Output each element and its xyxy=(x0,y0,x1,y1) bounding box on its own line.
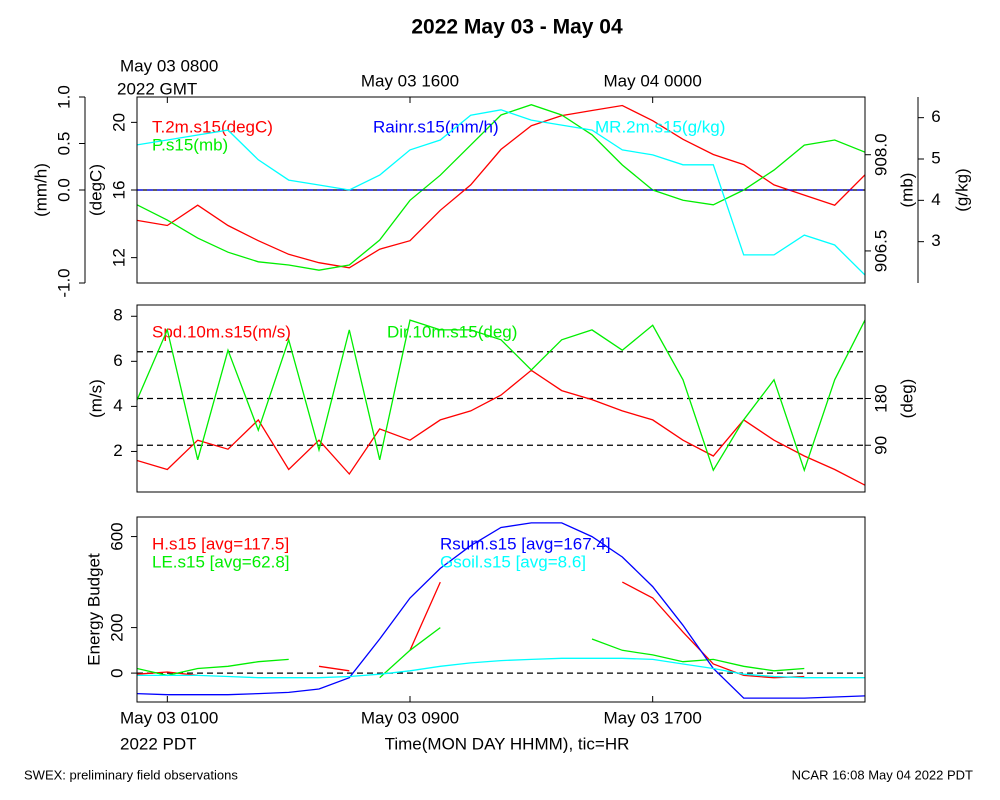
y-tick-label: 20 xyxy=(109,113,128,132)
y-tick-label: 90 xyxy=(871,436,890,455)
y-tick-label: -1.0 xyxy=(54,268,73,297)
y-tick-label: 600 xyxy=(107,522,126,550)
data-line xyxy=(137,522,865,699)
y-tick-label: 4 xyxy=(931,190,940,209)
data-line xyxy=(137,109,865,276)
y-tick-label: 8 xyxy=(113,306,122,325)
y-tick-label: 4 xyxy=(113,396,122,415)
y-tick-label: 16 xyxy=(109,181,128,200)
legend-entry: Dir.10m.s15(deg) xyxy=(387,322,517,341)
legend-entry: MR.2m.s15(g/kg) xyxy=(595,117,725,136)
y-tick-label: 908.0 xyxy=(871,133,890,176)
data-line xyxy=(137,369,865,486)
y-tick-label: 0.5 xyxy=(54,132,73,156)
x-tick-label: May 03 0900 xyxy=(361,708,459,727)
x-tick-label: May 03 1700 xyxy=(604,708,702,727)
y-tick-label: 180 xyxy=(871,384,890,412)
data-line xyxy=(137,581,805,679)
y-axis-title: (m/s) xyxy=(86,379,105,418)
footer-right: NCAR 16:08 May 04 2022 PDT xyxy=(792,767,973,782)
y-tick-label: 0 xyxy=(107,668,126,677)
y-tick-label: 1.0 xyxy=(54,85,73,109)
legend-entry: Gsoil.s15 [avg=8.6] xyxy=(440,552,586,571)
data-line xyxy=(137,319,865,473)
y-axis-title: (degC) xyxy=(86,164,105,216)
data-line xyxy=(137,104,865,269)
x2-tick-label: May 04 0000 xyxy=(604,71,702,90)
x2-tick-label: May 03 0800 xyxy=(120,56,218,75)
chart-title: 2022 May 03 - May 04 xyxy=(411,16,623,39)
data-line xyxy=(137,104,865,271)
y-axis-title: (mb) xyxy=(897,173,916,208)
legend-entry: H.s15 [avg=117.5] xyxy=(152,534,289,553)
y-axis-title: (g/kg) xyxy=(952,168,971,211)
y-tick-label: 0.0 xyxy=(54,178,73,202)
legend-entry: T.2m.s15(degC) xyxy=(152,117,273,136)
y-tick-label: 3 xyxy=(931,231,940,250)
legend-entry: LE.s15 [avg=62.8] xyxy=(152,552,290,571)
y-axis-title: (mm/h) xyxy=(31,163,50,217)
x-axis-title: Time(MON DAY HHMM), tic=HR xyxy=(385,734,630,753)
y-tick-label: 2 xyxy=(113,441,122,460)
y-tick-label: 6 xyxy=(931,107,940,126)
legend-entry: Spd.10m.s15(m/s) xyxy=(152,322,291,341)
y-tick-label: 6 xyxy=(113,351,122,370)
x2-tick-label: May 03 1600 xyxy=(361,71,459,90)
plot-frame xyxy=(136,516,866,703)
legend-entry: Rainr.s15(mm/h) xyxy=(373,117,499,136)
data-line xyxy=(137,657,865,679)
y-axis-title: Energy Budget xyxy=(84,553,103,666)
x-tick-label: May 03 0100 xyxy=(120,708,218,727)
legend-entry: P.s15(mb) xyxy=(152,135,228,154)
y-tick-label: 906.5 xyxy=(871,230,890,273)
footer-left: SWEX: preliminary field observations xyxy=(24,767,238,782)
y-axis-title: (deg) xyxy=(897,379,916,419)
y-tick-label: 12 xyxy=(109,248,128,267)
legend-entry: Rsum.s15 [avg=167.4] xyxy=(440,534,611,553)
data-line xyxy=(137,627,805,679)
y-tick-label: 5 xyxy=(931,148,940,167)
y-tick-label: 200 xyxy=(107,613,126,641)
x2-axis-note: 2022 GMT xyxy=(117,79,197,98)
x-axis-note: 2022 PDT xyxy=(120,734,197,753)
